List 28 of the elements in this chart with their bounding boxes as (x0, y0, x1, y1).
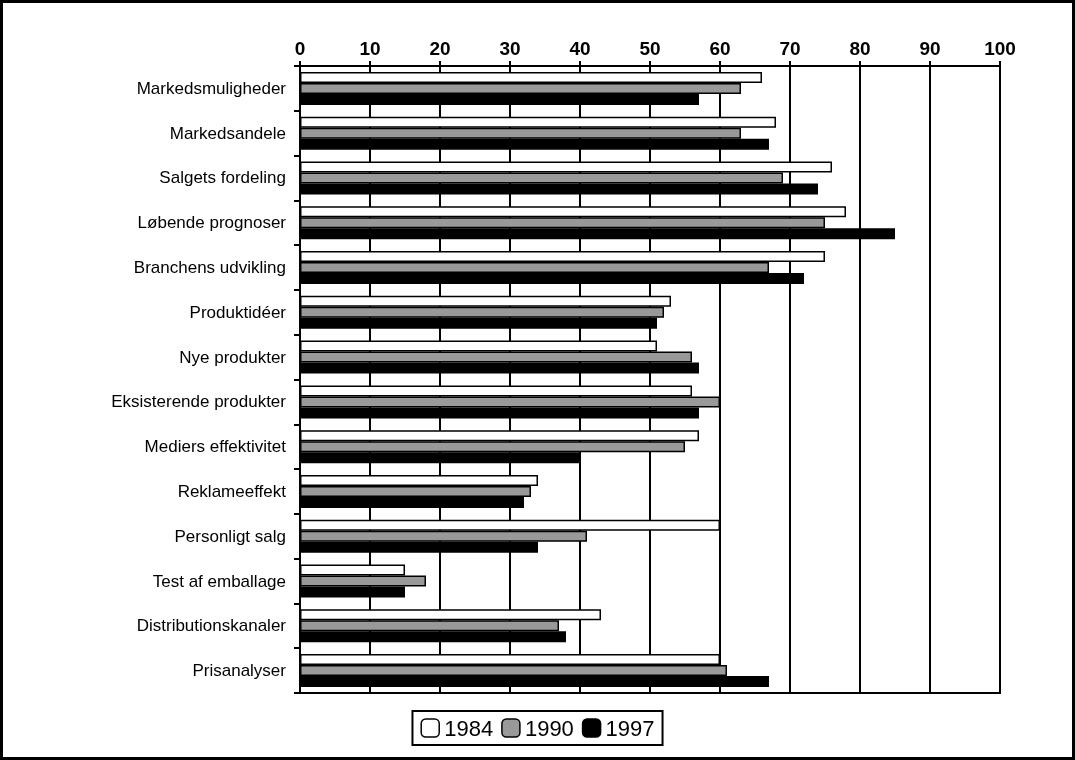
x-tick-label: 40 (569, 38, 591, 59)
x-tick-label: 20 (429, 38, 451, 59)
x-tick-label: 70 (779, 38, 801, 59)
x-tick-label: 80 (849, 38, 871, 59)
x-tick-label: 10 (359, 38, 381, 59)
y-tick-label: Markedsandele (169, 123, 286, 143)
y-tick-label: Eksisterende produkter (111, 392, 287, 412)
y-tick-label: Distributionskanaler (136, 616, 287, 636)
y-tick-label: Løbende prognoser (137, 213, 287, 233)
x-tick-label: 50 (639, 38, 661, 59)
legend-label: 1997 (605, 715, 655, 741)
y-tick-label: Branchens udvikling (133, 258, 286, 278)
y-tick-label: Personligt salg (174, 526, 286, 546)
y-tick-label: Produktidéer (189, 302, 287, 322)
legend-label: 1990 (524, 715, 574, 741)
y-tick-label: Markedsmuligheder (136, 78, 287, 98)
x-tick-label: 100 (984, 38, 1016, 59)
y-tick-label: Test af emballage (152, 571, 286, 591)
y-tick-label: Reklameeffekt (177, 481, 287, 501)
x-tick-label: 30 (499, 38, 521, 59)
x-tick-label: 60 (709, 38, 731, 59)
y-tick-label: Salgets fordeling (159, 168, 286, 188)
y-tick-label: Prisanalyser (192, 661, 287, 681)
x-tick-label: 0 (294, 38, 306, 59)
legend-label: 1984 (444, 715, 494, 741)
x-tick-label: 90 (919, 38, 941, 59)
y-tick-label: Mediers effektivitet (144, 437, 287, 457)
y-tick-label: Nye produkter (179, 347, 287, 367)
